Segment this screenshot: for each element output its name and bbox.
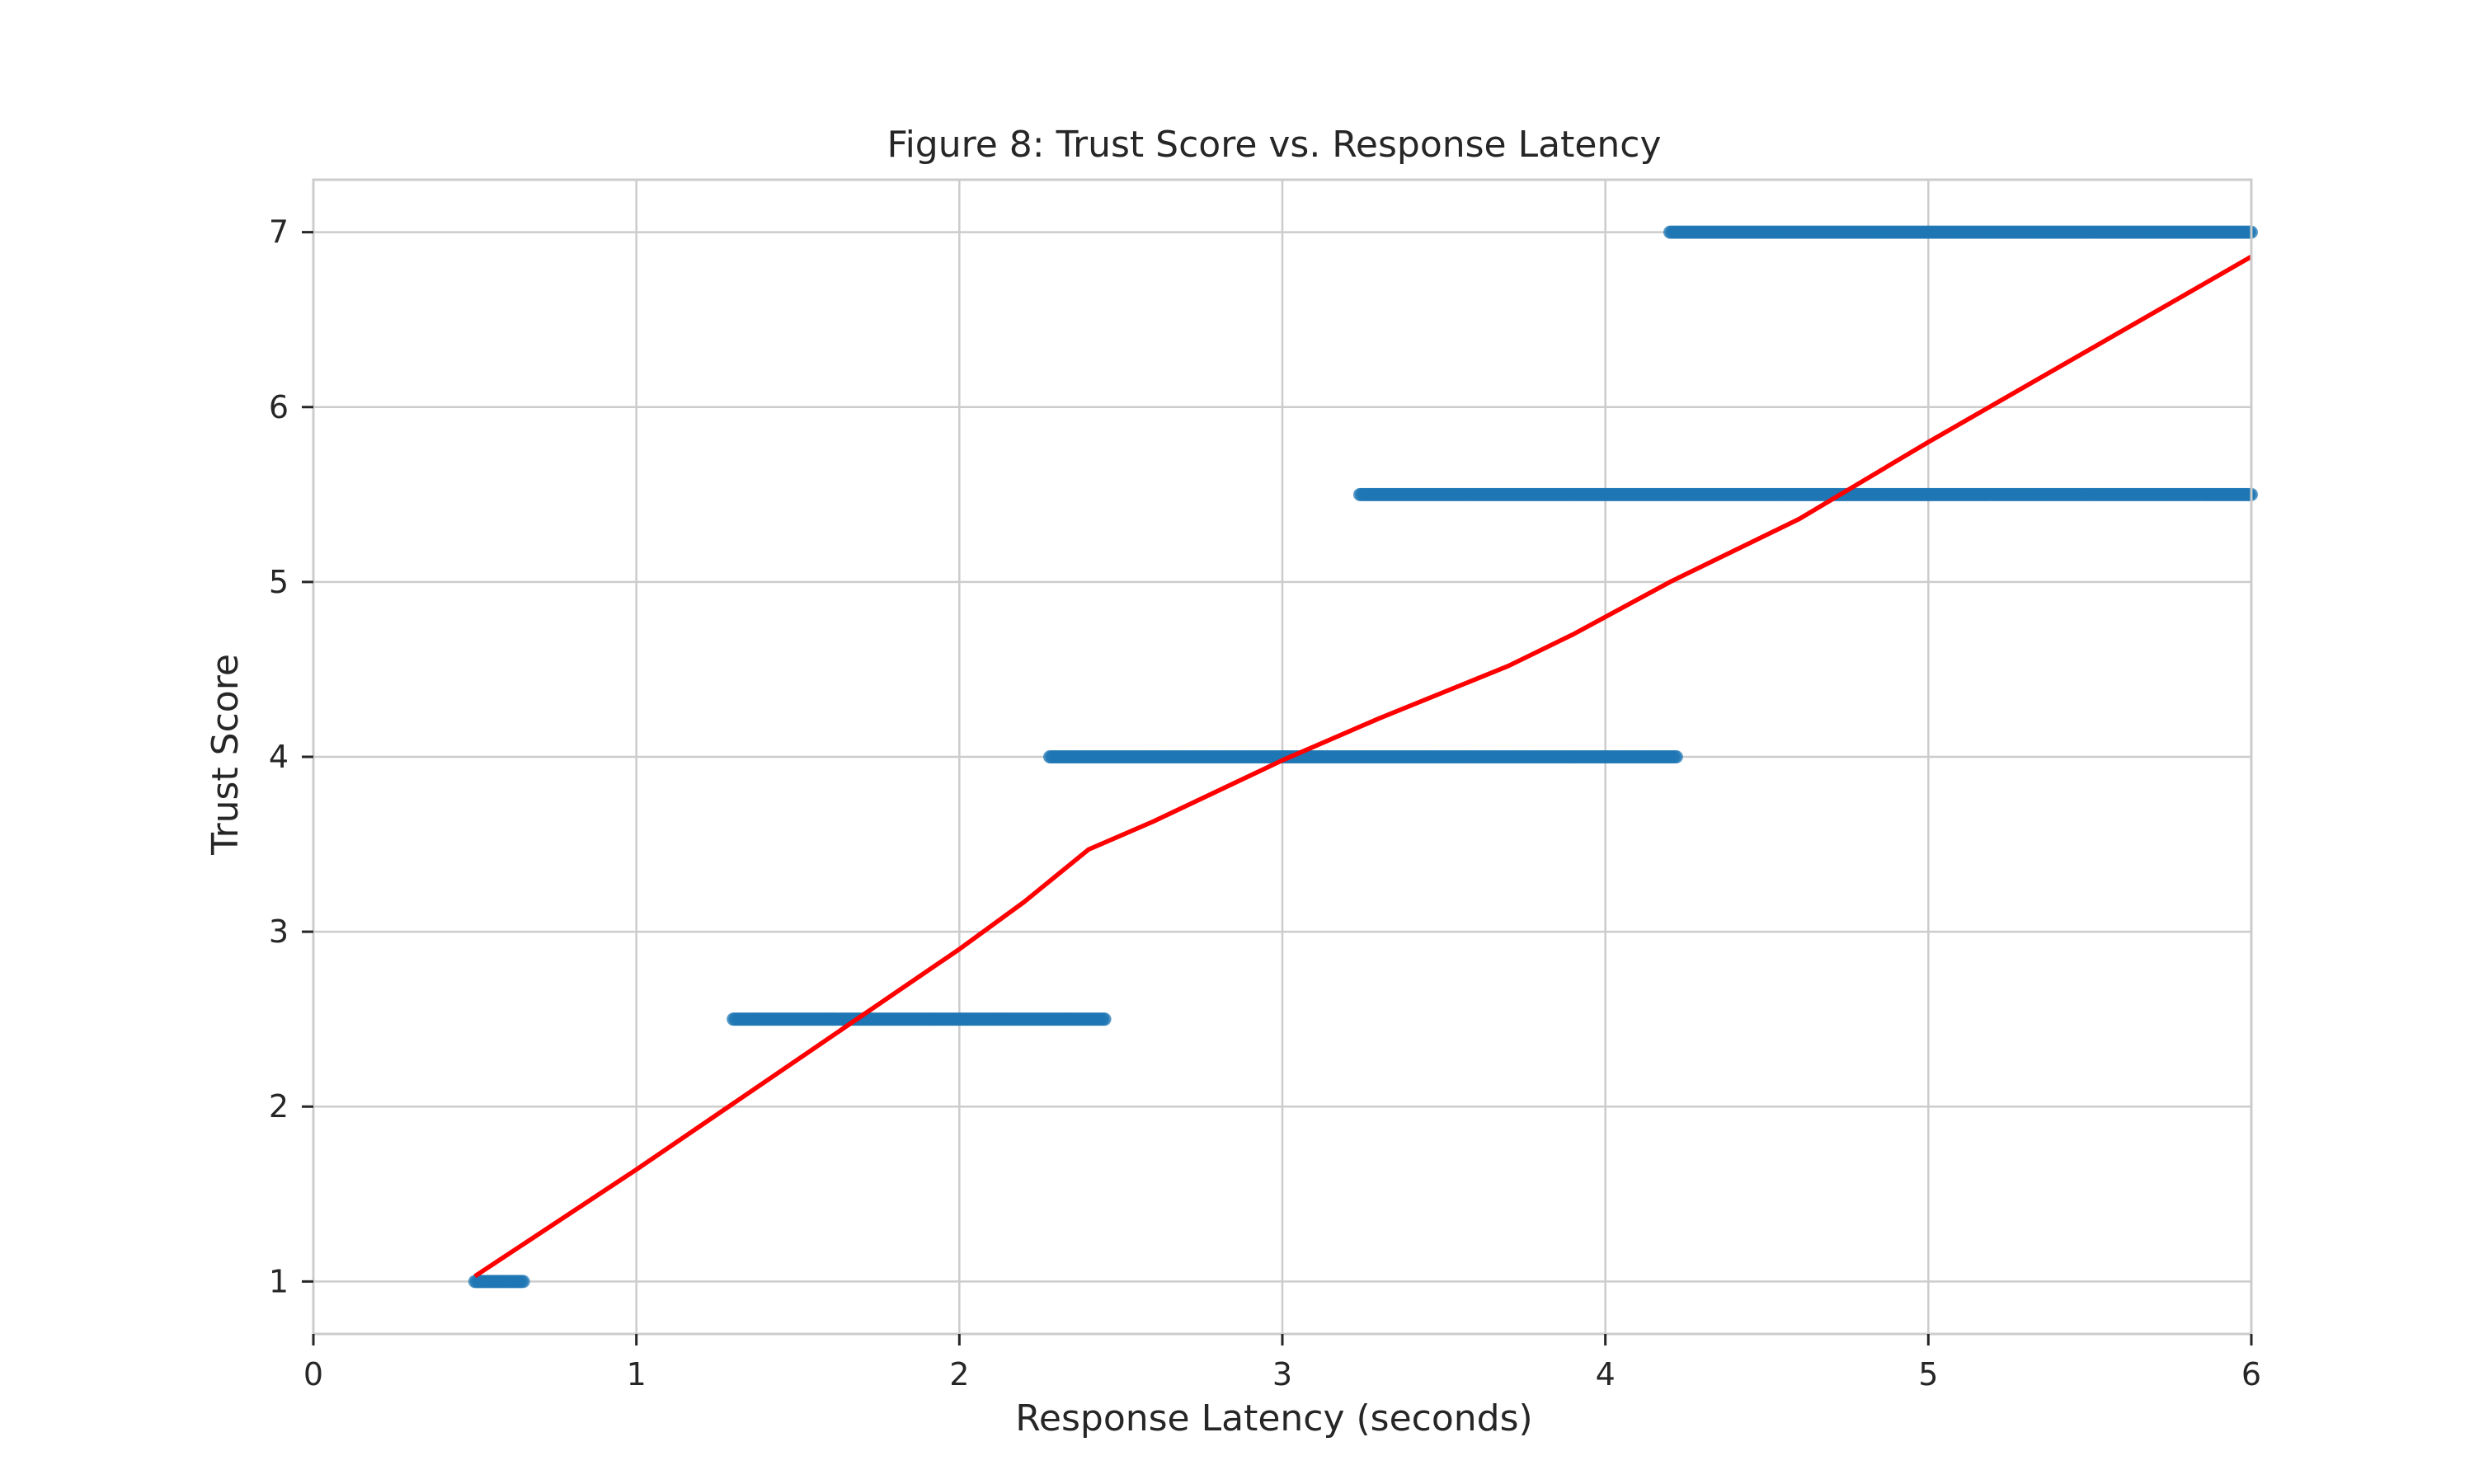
ticks-layer: 0 1 2 3 4 5 6 1 2 3 4 5 6 7 bbox=[269, 214, 2261, 1392]
x-axis-label: Response Latency (seconds) bbox=[1015, 1397, 1532, 1439]
x-tick-label: 2 bbox=[949, 1356, 969, 1392]
x-tick-label: 6 bbox=[2241, 1356, 2261, 1392]
x-tick-label: 5 bbox=[1918, 1356, 1938, 1392]
y-tick-label: 3 bbox=[269, 913, 289, 950]
y-tick-label: 6 bbox=[269, 389, 289, 425]
y-tick-label: 5 bbox=[269, 564, 289, 600]
chart-title: Figure 8: Trust Score vs. Response Laten… bbox=[887, 124, 1661, 166]
scatter-point bbox=[516, 1275, 530, 1289]
y-tick-label: 2 bbox=[269, 1088, 289, 1125]
x-tick-label: 3 bbox=[1272, 1356, 1292, 1392]
y-axis-label: Trust Score bbox=[205, 654, 247, 856]
scatter-point bbox=[1098, 1012, 1112, 1026]
x-tick-label: 1 bbox=[627, 1356, 647, 1392]
scatter-point bbox=[1669, 750, 1683, 763]
scatter-cluster bbox=[468, 1275, 530, 1289]
x-tick-label: 4 bbox=[1596, 1356, 1616, 1392]
y-tick-label: 1 bbox=[269, 1263, 289, 1299]
y-tick-label: 4 bbox=[269, 739, 289, 775]
trend-layer bbox=[473, 254, 2253, 1279]
scatter-cluster bbox=[1353, 487, 2258, 501]
scatter-cluster bbox=[727, 1012, 1112, 1026]
x-tick-label: 0 bbox=[303, 1356, 323, 1392]
scatter-cluster bbox=[1043, 750, 1683, 763]
trend-line bbox=[473, 254, 2253, 1279]
y-tick-label: 7 bbox=[269, 214, 289, 251]
scatter-cluster bbox=[1663, 225, 2258, 239]
